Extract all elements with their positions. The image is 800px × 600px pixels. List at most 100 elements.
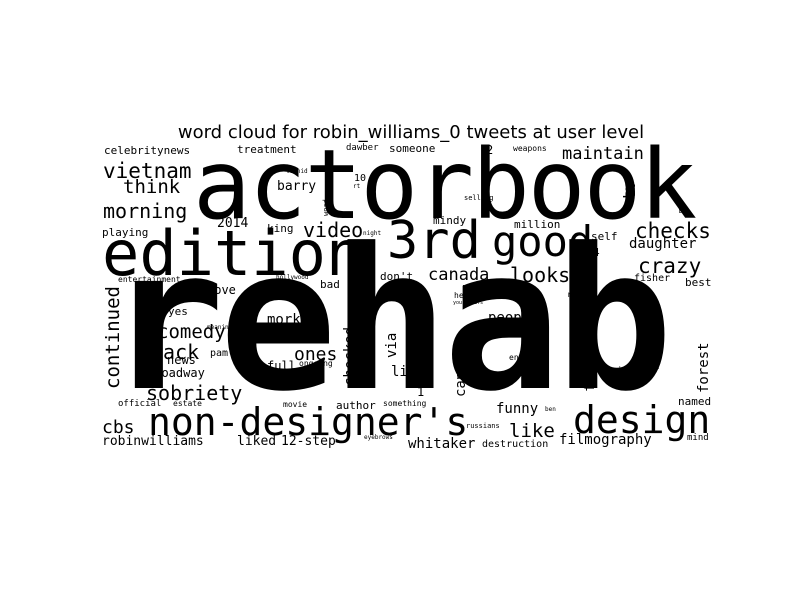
- word: checked: [342, 326, 358, 386]
- word: actorbook: [193, 143, 697, 241]
- word: ben: [545, 406, 556, 413]
- word: 10: [354, 173, 367, 184]
- word: ongoing: [299, 359, 333, 368]
- word: leonid: [286, 168, 308, 175]
- word-cloud: rehab actorbook edition 3rd good non-des…: [100, 143, 720, 454]
- word: official: [118, 399, 162, 409]
- word: night: [363, 230, 382, 237]
- word: pam: [210, 348, 229, 359]
- word: state: [347, 271, 355, 293]
- word: non-designer's: [148, 400, 469, 444]
- word: rehab: [107, 207, 673, 435]
- word: back: [151, 340, 200, 364]
- word: continued: [102, 286, 124, 389]
- word: playing: [102, 226, 149, 239]
- word: checks: [635, 219, 711, 243]
- word: canada: [428, 265, 490, 285]
- word: treatment: [237, 143, 297, 156]
- word: meaning: [207, 324, 233, 331]
- word: movie: [283, 400, 308, 409]
- word: enters: [509, 353, 538, 362]
- word: look: [570, 256, 583, 284]
- word: russians: [466, 422, 500, 430]
- word: napa: [402, 323, 416, 352]
- word: forest: [696, 342, 712, 393]
- word: destruction: [482, 439, 549, 450]
- word: don't: [380, 270, 414, 283]
- word: like: [509, 420, 555, 442]
- word: md: [677, 204, 685, 213]
- word: zelda: [642, 320, 658, 363]
- word: mind: [687, 433, 709, 443]
- word: hollywood: [276, 274, 309, 281]
- word: 1: [417, 385, 425, 399]
- word: people: [488, 310, 539, 326]
- word: facility: [582, 324, 598, 392]
- word: rt: [353, 183, 361, 190]
- word: weapons: [513, 144, 547, 153]
- word: cbs: [102, 417, 135, 438]
- word: best: [685, 276, 712, 289]
- word: sobriety: [146, 381, 243, 405]
- word: 2: [486, 143, 494, 157]
- word: yourtubers: [453, 300, 484, 306]
- word: robinwilliams: [102, 434, 204, 449]
- word: video: [303, 218, 364, 242]
- word: funny: [496, 401, 539, 417]
- word: fisher: [634, 273, 671, 284]
- word: remind: [567, 290, 596, 299]
- word: daughter: [629, 236, 697, 252]
- word: selling: [464, 194, 494, 202]
- word: live: [391, 364, 425, 380]
- word: named: [678, 395, 712, 408]
- word: design: [573, 398, 711, 442]
- word: think: [123, 176, 181, 198]
- word: mork: [267, 312, 301, 328]
- word: liked: [237, 434, 277, 449]
- word: yes: [168, 305, 188, 318]
- word: help: [454, 291, 474, 300]
- word: 4: [593, 246, 600, 259]
- word: 12-step: [281, 434, 336, 449]
- word: ones: [294, 344, 338, 365]
- word: full: [267, 359, 296, 373]
- word: via: [384, 332, 400, 358]
- word: word: [322, 199, 330, 216]
- word: love: [207, 283, 236, 297]
- word: celebritynews: [104, 144, 191, 157]
- word: crazy: [638, 254, 702, 278]
- word: 2014: [217, 216, 249, 231]
- word: author: [336, 399, 376, 412]
- word: brezhnev: [619, 366, 648, 373]
- word: filmography: [559, 432, 652, 448]
- word: vietnam: [103, 159, 192, 183]
- word: maintain: [562, 144, 644, 164]
- word: eyebrows: [364, 434, 393, 441]
- word: whitaker: [408, 436, 476, 452]
- chart-title: word cloud for robin_williams_0 tweets a…: [177, 122, 645, 143]
- word: looks: [510, 263, 571, 287]
- word: news: [167, 353, 196, 367]
- word: morning: [103, 199, 188, 223]
- word: dawber: [346, 143, 379, 153]
- word: comedy: [157, 321, 226, 343]
- word: something: [383, 399, 427, 408]
- word: mindy: [433, 214, 467, 227]
- word: bad: [320, 278, 340, 291]
- word: brooke: [634, 363, 660, 371]
- word: barry: [277, 179, 317, 194]
- word: million: [514, 218, 561, 231]
- word: king: [267, 222, 294, 235]
- word: self: [591, 230, 618, 243]
- word: broadway: [147, 366, 205, 380]
- word: cancels: [453, 337, 469, 397]
- word: 3: [435, 167, 443, 181]
- word: entertainment: [118, 275, 181, 284]
- word: 3rd: [387, 211, 481, 271]
- word: estate: [173, 399, 202, 408]
- word: someone: [389, 143, 436, 155]
- word: good: [492, 217, 594, 266]
- word: tv: [620, 180, 640, 201]
- word: edition: [102, 217, 364, 290]
- word: new: [462, 281, 482, 294]
